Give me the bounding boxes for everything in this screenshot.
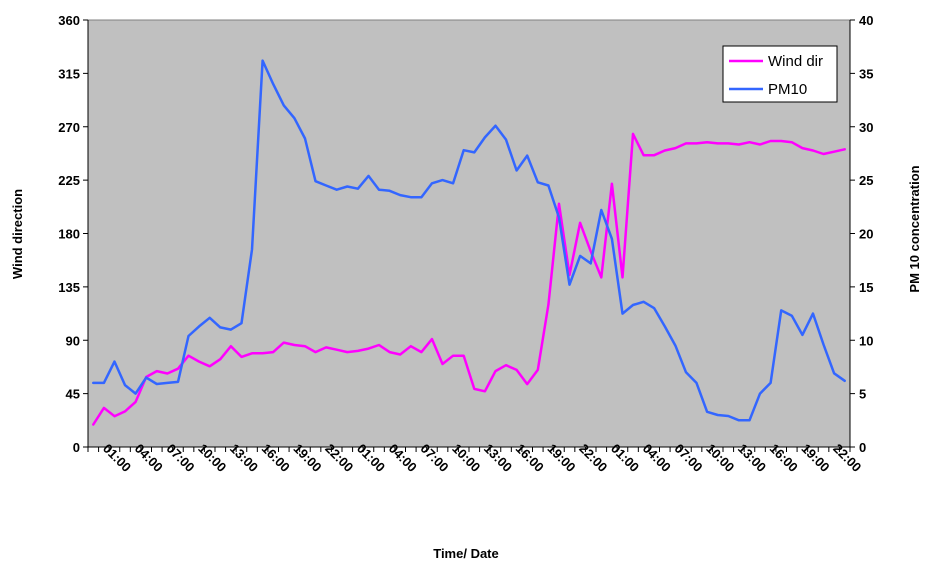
legend-label-pm10: PM10	[768, 81, 807, 98]
series-line-wind-dir	[92, 132, 846, 426]
right-tick-label: 40	[859, 13, 873, 28]
right-axis-ticks: 0 5 10 15 20 25 30 35 40	[850, 13, 873, 455]
left-tick-label: 135	[58, 280, 80, 295]
series-line-pm10	[92, 59, 846, 422]
left-tick-label: 0	[73, 440, 80, 455]
legend-label-wind-dir: Wind dir	[768, 53, 823, 70]
series-layer	[92, 59, 846, 426]
left-tick-label: 315	[58, 66, 80, 81]
right-tick-label: 10	[859, 333, 873, 348]
legend: Wind dir PM10	[722, 45, 838, 103]
right-tick-label: 5	[859, 387, 866, 402]
right-tick-label: 30	[859, 120, 873, 135]
left-tick-label: 360	[58, 13, 80, 28]
right-tick-label: 20	[859, 227, 873, 242]
y-axis-title-right: PM 10 concentration	[907, 165, 922, 292]
right-tick-label: 35	[859, 66, 873, 81]
x-axis-title: Time/ Date	[433, 546, 499, 561]
left-tick-label: 180	[58, 227, 80, 242]
left-tick-label: 225	[58, 173, 80, 188]
left-axis-ticks: 0 45 90 135 180 225 270 315 360	[58, 13, 88, 455]
right-tick-label: 0	[859, 440, 866, 455]
left-tick-label: 45	[66, 387, 80, 402]
right-tick-label: 15	[859, 280, 873, 295]
legend-box	[722, 45, 838, 103]
left-tick-label: 90	[66, 333, 80, 348]
right-tick-label: 25	[859, 173, 873, 188]
y-axis-title-left: Wind direction	[10, 189, 25, 279]
left-tick-label: 270	[58, 120, 80, 135]
